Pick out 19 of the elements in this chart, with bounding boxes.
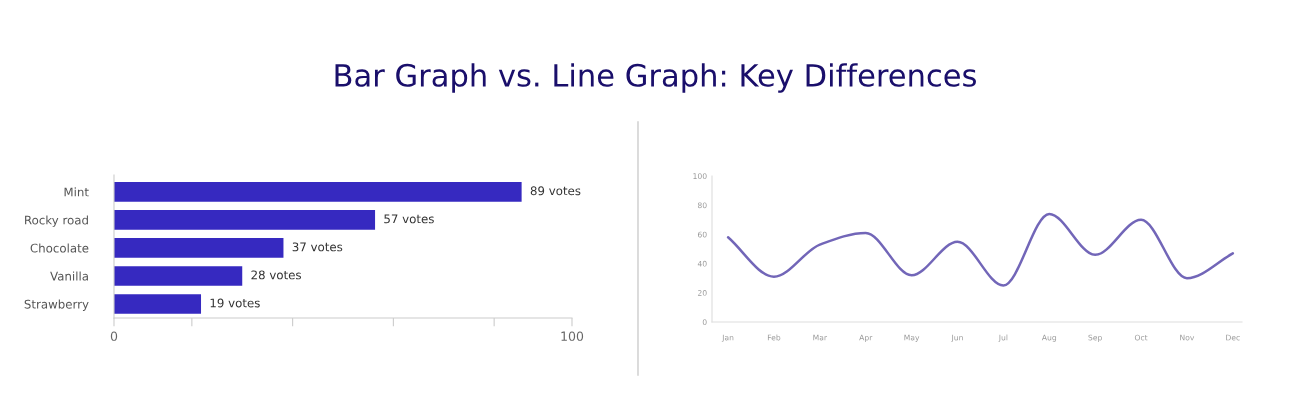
data-label: 89 votes: [530, 186, 581, 196]
x-tick-label: 0: [110, 331, 118, 341]
bar: [114, 182, 522, 202]
y-tick-label: Vanilla: [50, 271, 88, 281]
x-tick-label: 100: [561, 331, 584, 341]
data-label: 37 votes: [292, 242, 343, 252]
line-series: [726, 212, 1235, 287]
bar: [114, 294, 202, 314]
y-tick-label: Chocolate: [30, 243, 89, 253]
data-label: 19 votes: [210, 298, 260, 308]
bar: [114, 210, 376, 230]
data-label: 57 votes: [384, 214, 434, 224]
text: Bar Graph vs. Line Graph: Key Differences: [335, 63, 976, 93]
y-tick-label: Rocky road: [25, 215, 88, 227]
data-label: 28 votes: [251, 270, 302, 280]
bar: [114, 238, 284, 258]
y-tick-label: Strawberry: [24, 299, 89, 311]
y-tick-label: Mint: [64, 187, 89, 197]
bar: [114, 266, 243, 286]
